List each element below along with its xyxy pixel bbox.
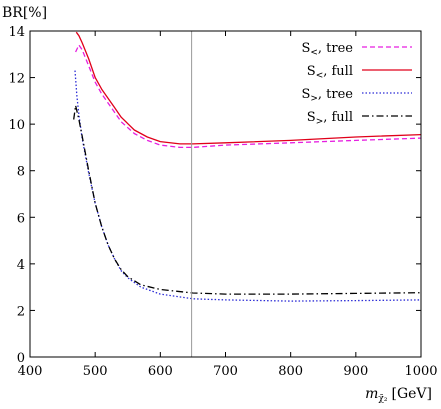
legend-label-main: S [307, 64, 316, 79]
series-line-3 [74, 70, 422, 302]
legend-entry-1: S<, tree [301, 41, 412, 58]
legend-label-sub: > [310, 94, 318, 104]
x-axis-label-subscript: χ̃₂ [378, 393, 387, 404]
x-tick-label: 400 [18, 364, 43, 379]
legend-label-main: S [307, 110, 316, 125]
series-line-1 [75, 44, 422, 149]
y-tick-label: 4 [17, 258, 25, 273]
x-axis-label-unit: [GeV] [391, 386, 432, 402]
y-tick-label: 12 [8, 72, 25, 87]
legend-label-sub: < [316, 71, 324, 81]
x-tick-label: 800 [278, 364, 303, 379]
legend-label-main: S [301, 41, 310, 56]
y-tick-label: 14 [8, 25, 25, 40]
series-line-2 [75, 31, 422, 145]
x-tick-label: 700 [213, 364, 238, 379]
series-line-4 [73, 104, 422, 295]
plot-frame [29, 30, 422, 358]
y-tick-label: 10 [8, 118, 25, 133]
y-tick-label: 0 [17, 351, 25, 366]
x-axis-label: mχ̃₂ [GeV] [365, 386, 432, 404]
legend-label-suffix: , full [323, 110, 353, 125]
x-axis-label-symbol: m [365, 386, 378, 402]
legend-label: S<, full [307, 64, 353, 81]
legend-label-sub: < [310, 48, 318, 58]
x-tick-label: 900 [343, 364, 368, 379]
y-tick-label: 6 [17, 211, 25, 226]
legend-label-main: S [301, 87, 310, 102]
legend-label-suffix: , tree [318, 41, 353, 56]
legend-label: S>, full [307, 110, 353, 127]
legend-label-suffix: , full [323, 64, 353, 79]
legend-entry-4: S>, full [307, 110, 412, 127]
y-axis-label: BR[%] [2, 5, 47, 21]
legend-entry-2: S<, full [307, 64, 412, 81]
legend-label: S>, tree [301, 87, 353, 104]
legend-label-suffix: , tree [318, 87, 353, 102]
legend-label-sub: > [316, 117, 324, 127]
x-tick-label: 600 [148, 364, 173, 379]
y-tick-label: 2 [17, 304, 25, 319]
x-tick-label: 500 [83, 364, 108, 379]
legend-label: S<, tree [301, 41, 353, 58]
y-tick-label: 8 [17, 165, 25, 180]
legend-entry-3: S>, tree [301, 87, 412, 104]
x-tick-label: 1000 [404, 364, 437, 379]
